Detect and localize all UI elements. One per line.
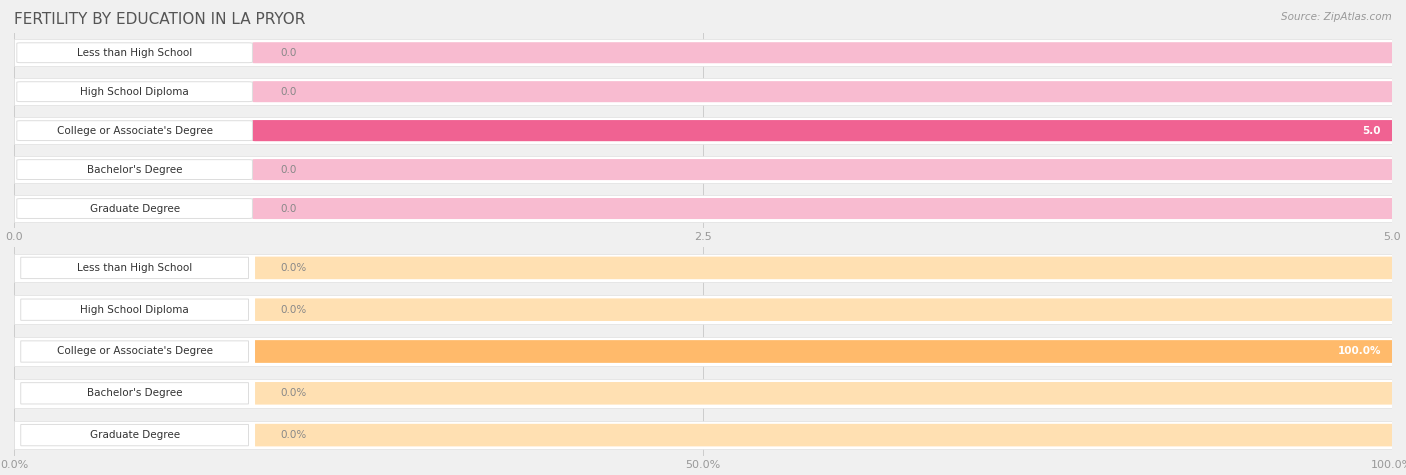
- Text: 0.0%: 0.0%: [280, 388, 307, 399]
- Text: College or Associate's Degree: College or Associate's Degree: [56, 346, 212, 357]
- FancyBboxPatch shape: [253, 159, 1395, 180]
- FancyBboxPatch shape: [14, 195, 1392, 222]
- FancyBboxPatch shape: [254, 256, 1392, 279]
- FancyBboxPatch shape: [253, 120, 1395, 141]
- FancyBboxPatch shape: [14, 117, 1392, 144]
- Text: College or Associate's Degree: College or Associate's Degree: [56, 125, 212, 136]
- Text: Graduate Degree: Graduate Degree: [90, 203, 180, 214]
- Text: 0.0%: 0.0%: [280, 430, 307, 440]
- Text: Graduate Degree: Graduate Degree: [90, 430, 180, 440]
- FancyBboxPatch shape: [253, 42, 1395, 63]
- FancyBboxPatch shape: [14, 337, 1392, 366]
- Text: 0.0: 0.0: [280, 164, 297, 175]
- Text: FERTILITY BY EDUCATION IN LA PRYOR: FERTILITY BY EDUCATION IN LA PRYOR: [14, 12, 305, 27]
- Text: Bachelor's Degree: Bachelor's Degree: [87, 164, 183, 175]
- FancyBboxPatch shape: [21, 383, 249, 404]
- FancyBboxPatch shape: [14, 379, 1392, 408]
- FancyBboxPatch shape: [21, 257, 249, 278]
- FancyBboxPatch shape: [254, 424, 1392, 446]
- FancyBboxPatch shape: [21, 341, 249, 362]
- FancyBboxPatch shape: [254, 340, 1392, 363]
- Text: Source: ZipAtlas.com: Source: ZipAtlas.com: [1281, 12, 1392, 22]
- Text: Bachelor's Degree: Bachelor's Degree: [87, 388, 183, 399]
- FancyBboxPatch shape: [14, 78, 1392, 105]
- FancyBboxPatch shape: [253, 198, 1395, 219]
- Text: 0.0: 0.0: [280, 48, 297, 58]
- Text: 0.0: 0.0: [280, 203, 297, 214]
- Text: 0.0%: 0.0%: [280, 263, 307, 273]
- FancyBboxPatch shape: [254, 340, 1392, 363]
- FancyBboxPatch shape: [253, 120, 1395, 141]
- FancyBboxPatch shape: [14, 39, 1392, 66]
- FancyBboxPatch shape: [14, 254, 1392, 282]
- FancyBboxPatch shape: [253, 81, 1395, 102]
- Text: 5.0: 5.0: [1362, 125, 1381, 136]
- Text: 0.0%: 0.0%: [280, 304, 307, 315]
- FancyBboxPatch shape: [14, 421, 1392, 449]
- FancyBboxPatch shape: [254, 298, 1392, 321]
- FancyBboxPatch shape: [14, 156, 1392, 183]
- Text: High School Diploma: High School Diploma: [80, 304, 188, 315]
- FancyBboxPatch shape: [14, 295, 1392, 324]
- Text: 100.0%: 100.0%: [1337, 346, 1381, 357]
- FancyBboxPatch shape: [17, 160, 253, 180]
- FancyBboxPatch shape: [254, 382, 1392, 405]
- FancyBboxPatch shape: [17, 199, 253, 218]
- FancyBboxPatch shape: [17, 82, 253, 102]
- FancyBboxPatch shape: [17, 121, 253, 141]
- Text: 0.0: 0.0: [280, 86, 297, 97]
- Text: High School Diploma: High School Diploma: [80, 86, 188, 97]
- FancyBboxPatch shape: [17, 43, 253, 63]
- Text: Less than High School: Less than High School: [77, 48, 193, 58]
- Text: Less than High School: Less than High School: [77, 263, 193, 273]
- FancyBboxPatch shape: [21, 299, 249, 320]
- FancyBboxPatch shape: [21, 425, 249, 446]
